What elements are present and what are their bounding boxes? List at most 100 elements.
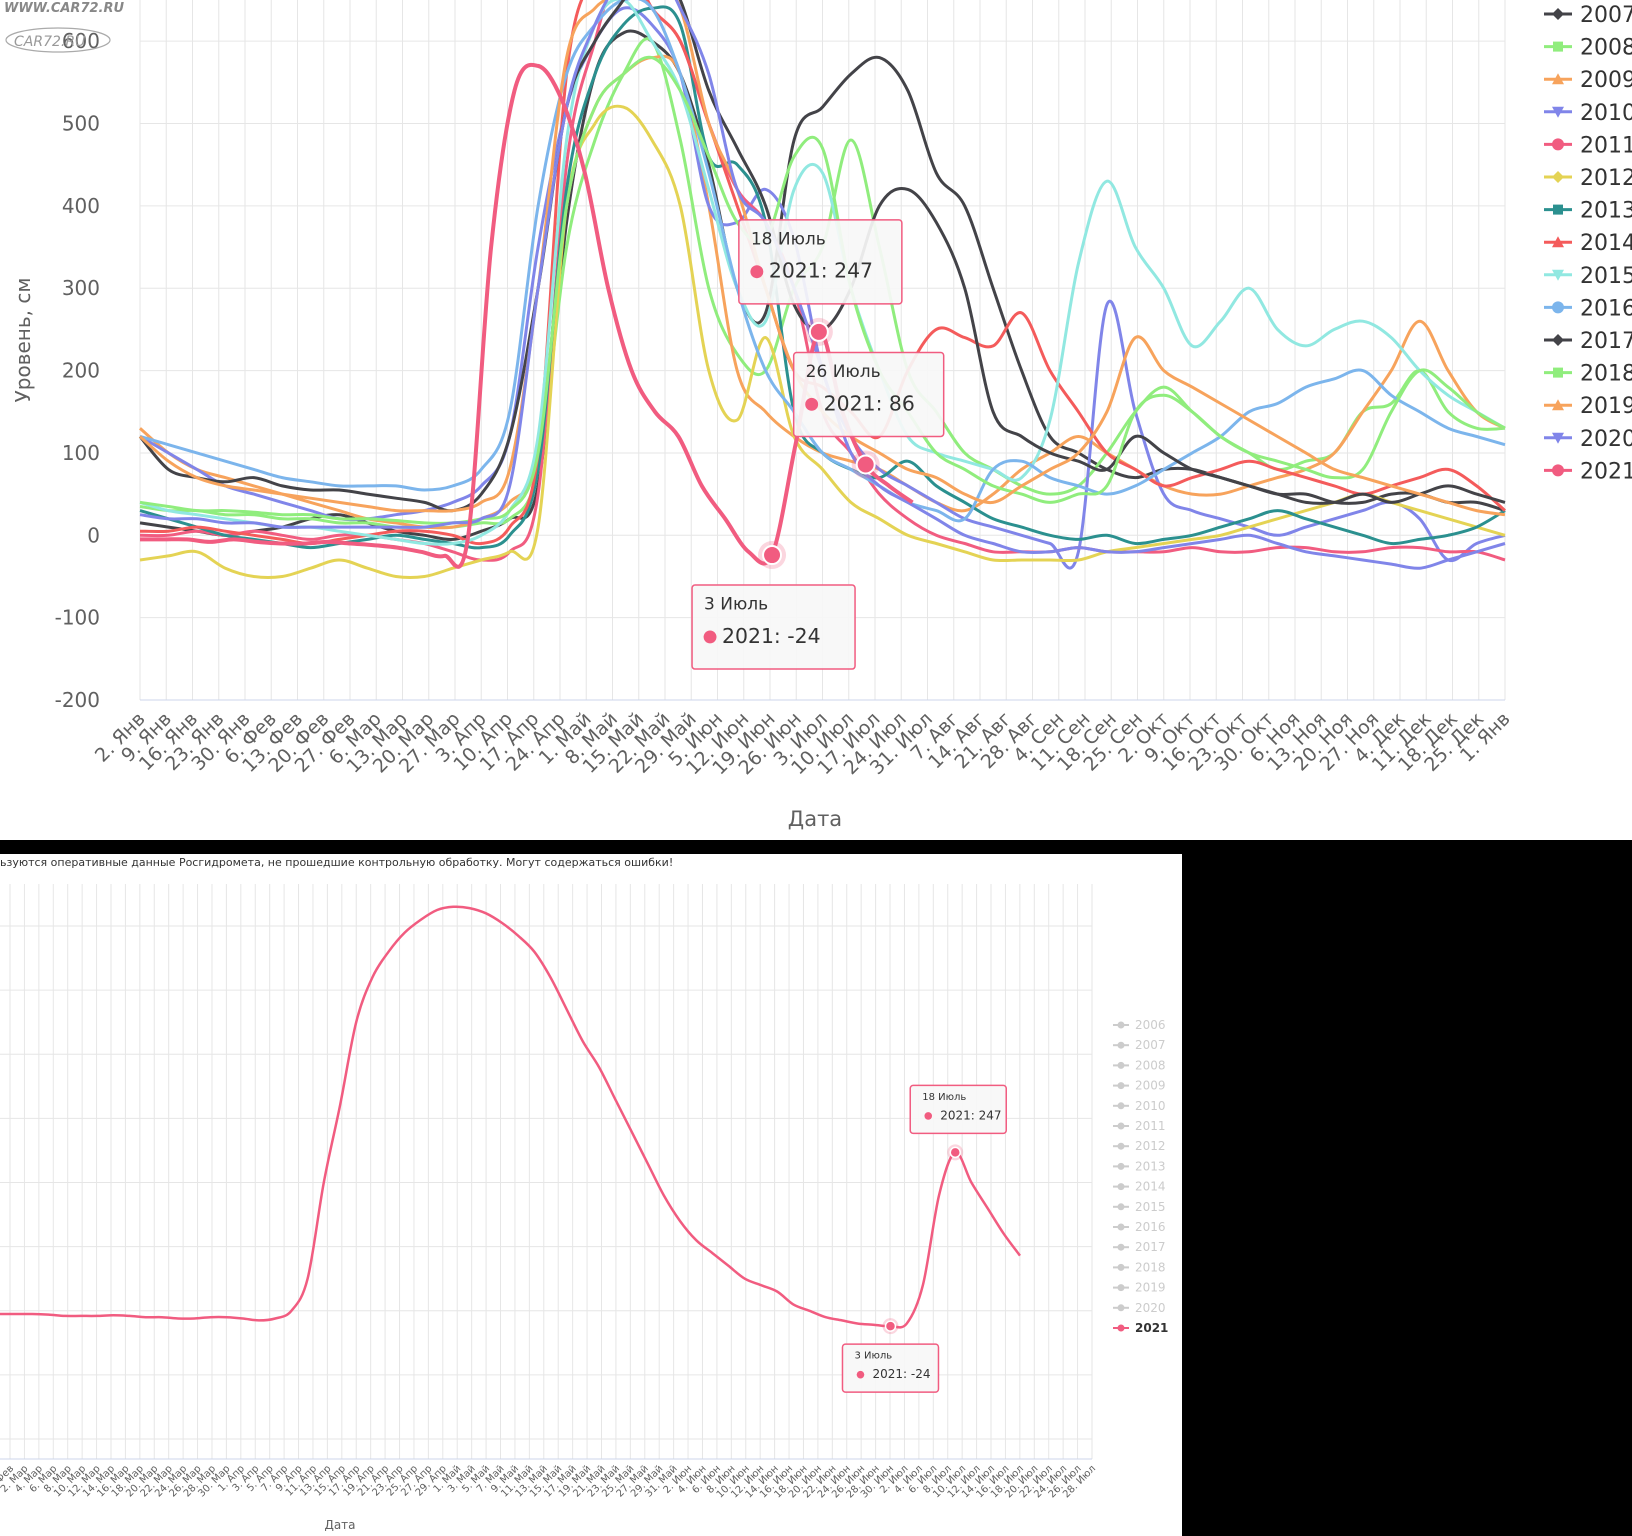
bottom-tooltip-m24: 3 Июль 2021: -24 [841,1343,940,1393]
bottom-tooltip-247-value: 2021: 247 [940,1108,1001,1122]
bottom-legend-label-2010: 2010 [1135,1099,1166,1113]
tooltip-247-box [738,219,903,305]
bottom-grid [0,884,1093,1459]
series-line-2012 [139,104,1506,579]
bottom-tooltip-m24-date: 3 Июль [854,1351,892,1362]
legend-label-2019: 2019 [1580,394,1632,419]
bottom-legend-label-2016: 2016 [1135,1220,1166,1234]
bottom-legend-marker-2020 [1117,1304,1125,1312]
bottom-legend-label-2007: 2007 [1135,1038,1166,1052]
bottom-tooltip-247-box [909,1084,1007,1135]
bottom-legend-marker-2015 [1117,1203,1125,1211]
bottom-legend-marker-2007 [1117,1041,1125,1049]
bottom-legend-marker-2011 [1117,1122,1125,1130]
bottom-legend-label-2018: 2018 [1135,1260,1166,1274]
bottom-legend-marker-2009 [1117,1082,1125,1090]
bottom-tooltip-m24-value: 2021: -24 [872,1367,930,1381]
y-tick-label: 200 [62,359,100,383]
legend-label-2021: 2021 [1580,459,1632,484]
legend-label-2017: 2017 [1580,329,1632,354]
bottom-legend-label-2013: 2013 [1135,1159,1166,1173]
top-chart-panel: -200 -100 0 100 200 300 400 500 600 2. Янв 9. Янв 1… [0,0,1632,840]
legend-label-2007: 2007 [1580,3,1632,28]
legend-label-2009: 2009 [1580,68,1632,93]
bottom-legend-marker-2018 [1117,1263,1125,1271]
tooltip-m24-box [691,584,856,670]
legend-marker-2014 [1552,236,1564,248]
top-grid [139,0,1506,701]
tooltip-86-box [792,351,945,438]
legend-marker-2017 [1552,334,1564,346]
bottom-legend-label-2019: 2019 [1135,1281,1166,1295]
bottom-legend-marker-2012 [1117,1142,1125,1150]
legend-marker-2016 [1552,301,1564,314]
bottom-x-axis-title: Дата [324,1518,355,1532]
bottom-highlight-point [949,1146,961,1159]
tooltip-247-date: 18 Июль [751,230,826,250]
bottom-legend-label-2021: 2021 [1135,1321,1168,1335]
y-tick-label: 500 [62,112,100,136]
bottom-legend-marker-2016 [1117,1223,1125,1231]
watermark-url: WWW.CAR72.RU [4,1,124,16]
legend-marker-2008 [1553,41,1563,52]
highlight-point [808,321,829,342]
bottom-legend-marker-2008 [1117,1061,1125,1069]
y-tick-label: -100 [55,606,100,630]
tooltip-86: 26 Июль 2021: 86 [792,351,945,438]
watermark-logo: CAR72.RU [14,34,85,50]
y-tick-label: 0 [87,523,100,547]
bottom-tooltip-m24-dot [856,1370,865,1379]
legend-label-2018: 2018 [1580,362,1632,387]
tooltip-86-dot [805,397,819,411]
bottom-legend-label-2008: 2008 [1135,1058,1166,1072]
tooltip-m24-value: 2021: -24 [722,624,821,648]
legend-label-2014: 2014 [1580,231,1632,256]
legend-marker-2021 [1552,464,1564,477]
legend-label-2015: 2015 [1580,264,1632,289]
data-notice: ьзуются оперативные данные Росгидромета,… [0,856,674,869]
bottom-legend-marker-2021 [1117,1324,1125,1332]
series-line-2018 [139,55,1506,525]
legend-marker-2010 [1552,106,1564,118]
legend-label-2016: 2016 [1580,296,1632,321]
tooltip-m24-date: 3 Июль [704,595,768,615]
tooltip-m24-dot [703,630,717,644]
bottom-series-line-2021 [0,905,1021,1329]
watermark-logo-icon [5,27,111,53]
bottom-tooltip-m24-box [841,1343,940,1393]
legend-label-2011: 2011 [1580,133,1632,158]
legend-marker-2009 [1552,73,1564,85]
legend-label-2013: 2013 [1580,199,1632,224]
bottom-legend-label-2011: 2011 [1135,1119,1166,1133]
bottom-tooltip-247-dot [924,1112,933,1120]
legend-marker-2015 [1552,269,1564,281]
legend-marker-2007 [1552,8,1564,20]
bottom-legend-label-2014: 2014 [1135,1180,1166,1194]
highlight-point [855,454,876,475]
highlight-point [762,545,783,566]
y-tick-label: 300 [62,276,100,300]
bottom-legend: 2006 2007 2008 2009 2010 2011 2012 2013 2014 2015… [1113,1018,1168,1335]
series-line-2017 [138,0,1506,513]
tooltip-247-value: 2021: 247 [769,259,873,283]
bottom-legend-label-2017: 2017 [1135,1240,1166,1254]
bottom-legend-marker-2006 [1117,1021,1125,1029]
bottom-highlight-point [884,1320,897,1332]
legend-label-2012: 2012 [1580,166,1632,191]
y-tick-label: -200 [55,688,100,712]
bottom-legend-marker-2017 [1117,1243,1125,1251]
x-axis-title: Дата [788,807,842,831]
legend-label-2010: 2010 [1580,101,1632,126]
bottom-legend-label-2012: 2012 [1135,1139,1166,1153]
bottom-legend-marker-2013 [1117,1162,1125,1170]
legend-marker-2020 [1552,432,1564,444]
bottom-chart-panel: ьзуются оперативные данные Росгидромета,… [0,854,1182,1536]
tooltip-247: 18 Июль 2021: 247 [738,219,903,305]
bottom-legend-label-2009: 2009 [1135,1079,1166,1093]
bottom-legend-label-2020: 2020 [1135,1301,1166,1315]
bottom-tooltip-247: 18 Июль 2021: 247 [909,1084,1007,1135]
legend-marker-2018 [1553,367,1563,378]
legend-marker-2011 [1552,138,1564,151]
